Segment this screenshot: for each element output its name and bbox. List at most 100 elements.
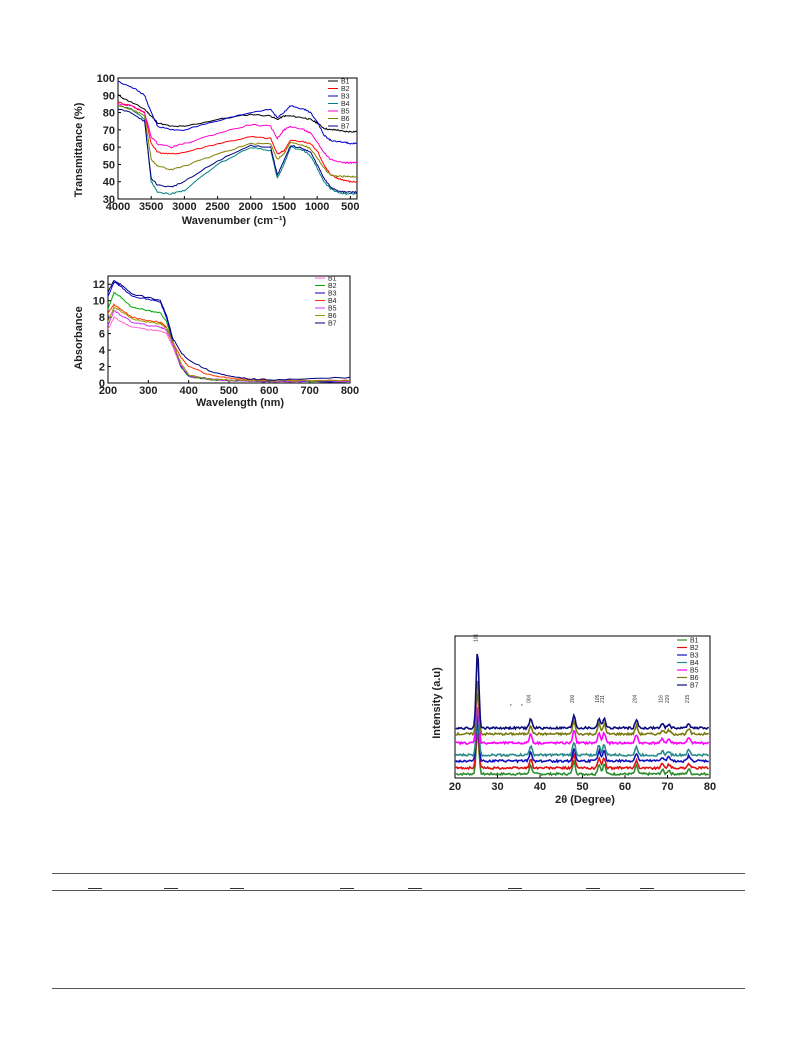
x-tick-label: 600 <box>260 385 278 397</box>
series-line-b3 <box>117 80 358 145</box>
series-line-b1 <box>107 315 351 383</box>
legend-label: B5 <box>328 306 337 313</box>
xrd-chart: 20 30 40 50 60 70 80 101 * * 004 200 105 211 204 116 220… <box>431 633 716 806</box>
y-tick-label: 4 <box>99 345 106 357</box>
series-line-b7 <box>107 280 351 381</box>
y-tick-label: 0 <box>99 378 105 390</box>
plot-frame <box>107 275 351 384</box>
y-tick-label: 50 <box>103 159 115 171</box>
table-column-mark <box>408 888 422 889</box>
legend-label: B6 <box>690 675 699 682</box>
legend-label: B3 <box>690 653 699 660</box>
x-tick-label: 700 <box>300 385 318 397</box>
series-line-b2 <box>107 291 350 383</box>
y-tick-label: 80 <box>103 108 115 120</box>
table-column-mark <box>340 888 354 889</box>
y-tick-label: 70 <box>103 125 115 137</box>
legend-label: B4 <box>690 660 699 667</box>
xrd-xlabel: 2θ (Degree) <box>555 794 615 806</box>
peak-label: 220 <box>665 694 671 703</box>
table-column-mark <box>640 888 654 889</box>
peak-label: 211 <box>600 695 606 703</box>
x-tick-label: 80 <box>704 781 716 793</box>
x-tick-label: 500 <box>341 201 359 213</box>
x-tick-label: 200 <box>99 385 117 397</box>
legend-label: B1 <box>341 79 350 86</box>
x-tick-label: 50 <box>576 781 588 793</box>
xrd-ylabel: Intensity (a.u) <box>431 667 443 739</box>
peak-label: 105 <box>595 694 601 703</box>
x-tick-label: 20 <box>449 781 461 793</box>
y-tick-label: 60 <box>103 142 115 154</box>
ftir-chart: 30 40 50 60 70 80 90 100 4000 3500 3000 2500 2000 150… <box>73 73 360 227</box>
series-line-b4 <box>107 303 351 382</box>
table-column-mark <box>586 888 600 889</box>
y-tick-label: 30 <box>103 194 115 206</box>
peak-label: 101 <box>474 633 480 642</box>
x-tick-label: 1000 <box>305 201 329 213</box>
table-column-mark <box>88 888 102 889</box>
peak-label: 200 <box>570 694 576 703</box>
peak-label: 004 <box>527 694 533 703</box>
series-line-b5 <box>117 103 358 165</box>
ftir-ylabel: Transmittance (%) <box>73 102 85 197</box>
ftir-plot-area: 30 40 50 60 70 80 90 100 4000 3500 3000 2500 2000 150… <box>97 73 360 213</box>
x-tick-label: 2500 <box>205 201 229 213</box>
table-top-rule <box>52 873 745 874</box>
legend-label: B6 <box>341 116 350 123</box>
legend-label: B7 <box>690 683 699 690</box>
table-column-mark <box>508 888 522 889</box>
x-tick-label: 40 <box>534 781 546 793</box>
ftir-xlabel: Wavenumber (cm⁻¹) <box>182 215 287 227</box>
legend-label: B2 <box>328 283 337 290</box>
y-tick-label: 2 <box>99 362 105 374</box>
uv-xlabel: Wavelength (nm) <box>196 397 285 409</box>
x-tick-label: 2000 <box>239 201 263 213</box>
uv-ylabel: Absorbance <box>73 306 85 370</box>
legend-label: B4 <box>341 101 350 108</box>
uv-chart: 0 2 4 6 8 10 12 200 300 400 500 600 700 800 B1B2B3B4B5… <box>73 275 359 409</box>
plot-frame <box>117 77 358 200</box>
series-line-b3 <box>455 714 710 764</box>
y-tick-label: 100 <box>97 73 115 85</box>
series-line-b5 <box>107 309 351 383</box>
x-tick-label: 400 <box>179 385 197 397</box>
series-line-b7 <box>117 108 358 194</box>
x-tick-label: 60 <box>619 781 631 793</box>
y-tick-label: 90 <box>103 90 115 102</box>
series-line-b6 <box>107 306 351 382</box>
table-column-mark <box>230 888 244 889</box>
xrd-plot-area: 20 30 40 50 60 70 80 101 * * 004 200 105 211 204 116 220… <box>449 633 716 793</box>
legend-label: B3 <box>328 291 337 298</box>
x-tick-label: 800 <box>341 385 359 397</box>
table-column-mark <box>164 888 178 889</box>
peak-label: 215 <box>685 694 691 703</box>
y-tick-label: 6 <box>99 329 105 341</box>
series-line-b4 <box>455 707 710 758</box>
peak-label: * <box>521 704 523 710</box>
peak-label: 204 <box>632 694 638 703</box>
legend-label: B1 <box>690 638 699 645</box>
plot-frame <box>454 635 711 779</box>
y-tick-label: 12 <box>93 279 105 291</box>
y-tick-label: 8 <box>99 312 105 324</box>
peak-label: * <box>510 704 512 710</box>
y-tick-label: 10 <box>93 296 105 308</box>
series-line-b7 <box>455 653 709 731</box>
x-tick-label: 3500 <box>139 201 163 213</box>
legend-label: B2 <box>690 645 699 652</box>
x-tick-label: 30 <box>491 781 503 793</box>
series-line-b5 <box>455 691 710 746</box>
y-tick-label: 40 <box>103 177 115 189</box>
legend-label: B5 <box>341 109 350 116</box>
x-tick-label: 1500 <box>272 201 296 213</box>
series-line-b2 <box>455 723 709 771</box>
x-tick-label: 70 <box>661 781 673 793</box>
legend-label: B5 <box>690 668 699 675</box>
series-line-b6 <box>455 680 710 737</box>
legend-label: B2 <box>341 86 350 93</box>
series-line-b4 <box>117 105 358 196</box>
